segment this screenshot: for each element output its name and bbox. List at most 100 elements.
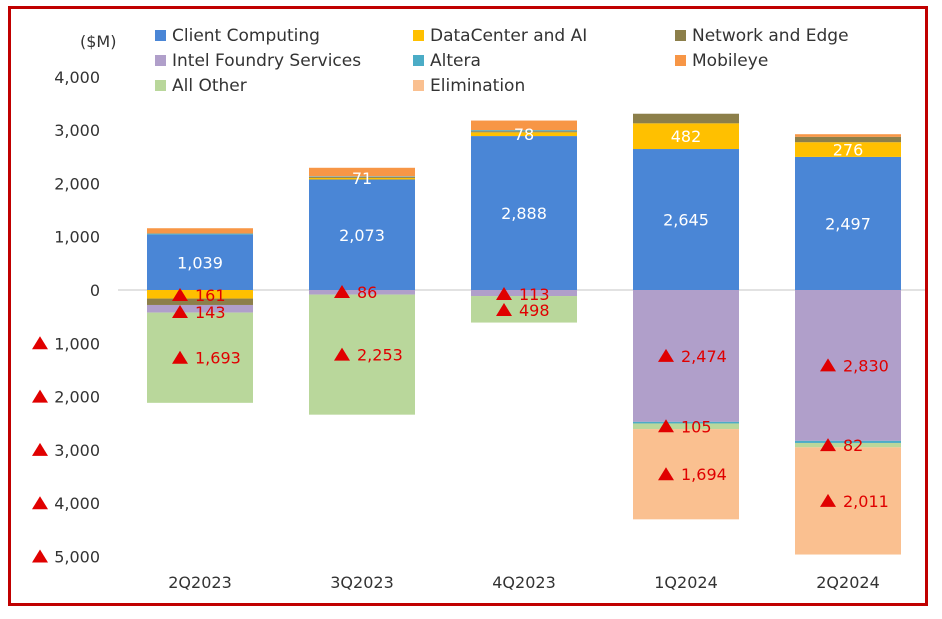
legend-swatch-altera [413, 55, 424, 66]
bar-2q2023-datacenter-and-ai [147, 290, 253, 299]
y-tick-label: 4,000 [54, 68, 100, 87]
legend-swatch-network-and-edge [675, 30, 686, 41]
legend-label-mobileye: Mobileye [692, 51, 768, 71]
data-label: 1,694 [681, 465, 727, 484]
y-tick-label: 0 [90, 281, 100, 300]
data-label: 2,497 [825, 214, 871, 233]
data-label: 1,039 [177, 253, 223, 272]
data-label: 498 [519, 301, 550, 320]
legend-swatch-all-other [155, 80, 166, 91]
bar-1q2024-datacenter-and-ai [633, 123, 739, 150]
data-label-negative-marker [820, 438, 836, 452]
legend-label-altera: Altera [430, 51, 481, 71]
category-label: 4Q2023 [492, 573, 556, 592]
bar-3q2023-intel-foundry-services [309, 290, 415, 295]
legend-label-client-computing: Client Computing [172, 26, 320, 46]
y-tick-negative-marker [32, 496, 48, 510]
data-label: 2,011 [843, 492, 889, 511]
y-axis-unit-label: ($M) [80, 32, 116, 51]
data-label-negative-marker [496, 303, 512, 316]
category-label: 3Q2023 [330, 573, 394, 592]
data-label-negative-marker [658, 348, 674, 362]
y-tick-label: 2,000 [54, 388, 100, 407]
data-label: 71 [352, 169, 372, 188]
data-label: 276 [833, 141, 864, 160]
data-label: 1,693 [195, 349, 241, 368]
data-label: 482 [671, 127, 702, 146]
data-label-negative-marker [658, 419, 674, 433]
data-label: 143 [195, 303, 226, 322]
data-label-negative-marker [172, 288, 188, 301]
bar-4q2023-mobileye [471, 120, 577, 131]
bar-2q2023-all-other [147, 312, 253, 403]
bar-1q2024-client-computing [633, 149, 739, 290]
y-tick-negative-marker [32, 336, 48, 350]
bar-2q2023-network-and-edge [147, 298, 253, 305]
bar-3q2023-mobileye [309, 167, 415, 177]
bar-3q2023-altera [309, 176, 415, 177]
bar-4q2023-all-other [471, 296, 577, 323]
bar-1q2024-network-and-edge [633, 113, 739, 124]
bar-4q2023-client-computing [471, 136, 577, 290]
bar-1q2024-intel-foundry-services [633, 290, 739, 422]
category-label: 2Q2023 [168, 573, 232, 592]
data-label: 2,645 [663, 211, 709, 230]
legend-swatch-intel-foundry-services [155, 55, 166, 66]
y-tick-negative-marker [32, 389, 48, 403]
legend-label-network-and-edge: Network and Edge [692, 26, 849, 46]
data-label: 113 [519, 285, 550, 304]
data-label: 2,073 [339, 226, 385, 245]
data-label-negative-marker [820, 493, 836, 507]
bar-2q2024-all-other [795, 442, 901, 448]
legend-swatch-elimination [413, 80, 424, 91]
data-label: 2,474 [681, 347, 727, 366]
bar-2q2023-altera [147, 233, 253, 235]
y-tick-label: 5,000 [54, 548, 100, 567]
bar-2q2024-network-and-edge [795, 136, 901, 143]
bar-4q2023-intel-foundry-services [471, 290, 577, 297]
bar-2q2024-datacenter-and-ai [795, 142, 901, 157]
data-label-negative-marker [658, 467, 674, 481]
y-tick-negative-marker [32, 549, 48, 563]
data-label: 86 [357, 283, 377, 302]
data-label: 2,830 [843, 356, 889, 375]
y-tick-label: 1,000 [54, 334, 100, 353]
legend-label-elimination: Elimination [430, 76, 525, 96]
bar-2q2024-intel-foundry-services [795, 290, 901, 441]
data-label: 2,253 [357, 346, 403, 365]
legend-label-all-other: All Other [172, 76, 247, 96]
bar-3q2023-client-computing [309, 179, 415, 290]
bar-3q2023-network-and-edge [309, 176, 415, 178]
bar-3q2023-all-other [309, 294, 415, 415]
data-label-negative-marker [172, 305, 188, 318]
bar-3q2023-datacenter-and-ai [309, 177, 415, 180]
bar-4q2023-datacenter-and-ai [471, 132, 577, 137]
bar-2q2023-intel-foundry-services [147, 304, 253, 313]
data-label-negative-marker [820, 358, 836, 372]
data-label: 2,888 [501, 204, 547, 223]
data-label-negative-marker [334, 347, 350, 361]
data-label-negative-marker [496, 287, 512, 300]
data-label: 105 [681, 417, 712, 436]
bar-2q2023-mobileye [147, 228, 253, 234]
data-label: 78 [514, 125, 534, 144]
bar-1q2024-all-other [633, 423, 739, 430]
legend-label-intel-foundry-services: Intel Foundry Services [172, 51, 361, 71]
data-label-negative-marker [172, 350, 188, 364]
data-label-negative-marker [334, 285, 350, 298]
category-label: 1Q2024 [654, 573, 718, 592]
data-label: 161 [195, 286, 226, 305]
y-tick-label: 4,000 [54, 494, 100, 513]
y-tick-label: 2,000 [54, 174, 100, 193]
bar-1q2024-elimination [633, 429, 739, 520]
bar-2q2024-altera [795, 440, 901, 443]
bar-4q2023-altera [471, 130, 577, 132]
bar-2q2024-client-computing [795, 156, 901, 290]
y-tick-label: 1,000 [54, 228, 100, 247]
legend-swatch-mobileye [675, 55, 686, 66]
y-tick-label: 3,000 [54, 121, 100, 140]
bar-2q2024-mobileye [795, 134, 901, 137]
data-label: 82 [843, 436, 863, 455]
y-tick-label: 3,000 [54, 441, 100, 460]
